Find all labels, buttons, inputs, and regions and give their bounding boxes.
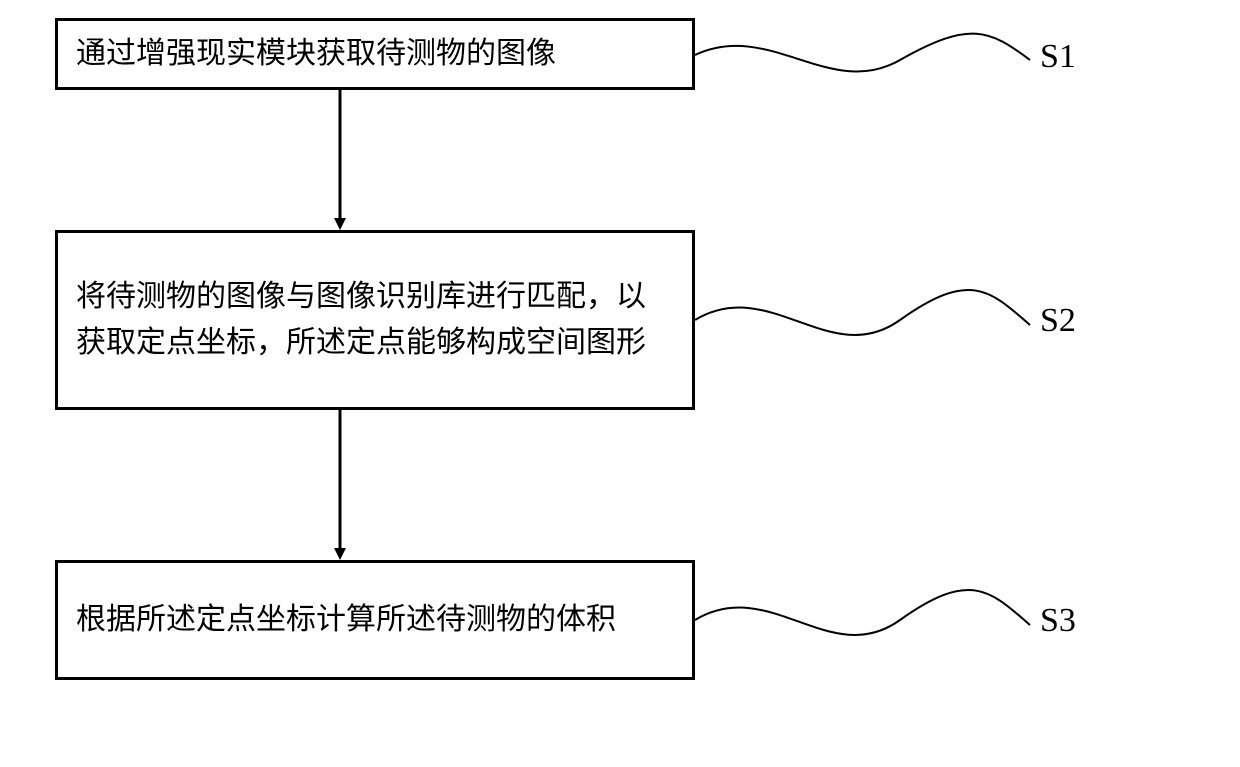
flowchart-node-s3: 根据所述定点坐标计算所述待测物的体积 [55,560,695,680]
label-curve-s2 [695,290,1030,335]
step-label-s2: S2 [1040,302,1076,340]
node-text-s2: 将待测物的图像与图像识别库进行匹配，以获取定点坐标，所述定点能够构成空间图形 [76,274,674,367]
flowchart-node-s2: 将待测物的图像与图像识别库进行匹配，以获取定点坐标，所述定点能够构成空间图形 [55,230,695,410]
flowchart-node-s1: 通过增强现实模块获取待测物的图像 [55,18,695,90]
step-label-s3: S3 [1040,602,1076,640]
flowchart-canvas: 通过增强现实模块获取待测物的图像 S1 将待测物的图像与图像识别库进行匹配，以获… [0,0,1240,767]
label-curve-s1 [695,34,1030,72]
node-text-s3: 根据所述定点坐标计算所述待测物的体积 [76,597,616,644]
node-text-s1: 通过增强现实模块获取待测物的图像 [76,31,556,78]
label-curve-s3 [695,590,1030,635]
step-label-s1: S1 [1040,38,1076,76]
